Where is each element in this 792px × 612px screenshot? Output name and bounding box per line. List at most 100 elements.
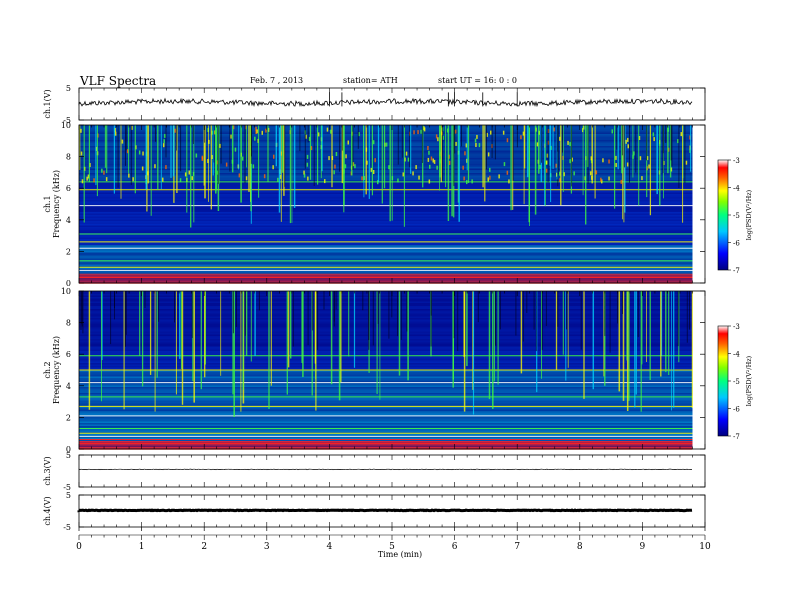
sferic-speckle [308,136,311,141]
sferic-speckle [627,144,629,149]
spectral-band [79,420,693,422]
spectral-band [79,337,693,339]
sferic-speckle [571,157,573,162]
spectral-band [79,388,693,390]
spectral-band [79,255,693,257]
spectral-band [79,206,693,208]
sferic-speckle [138,150,141,155]
spectral-band [79,309,693,311]
sferic-speckle [361,176,363,181]
colorbar-tick-label: -3 [733,323,740,331]
spectral-band [79,227,693,229]
spectral-band [79,417,693,419]
sferic-speckle [567,140,569,145]
sferic-speckle [254,136,256,141]
sferic-speckle [436,165,438,170]
sferic-speckle [413,130,415,135]
date-label: Feb. 7 , 2013 [250,76,303,85]
colorbar-tick-label: -5 [733,378,740,386]
sferic-speckle [103,170,105,175]
spectral-band [79,195,693,197]
sferic-speckle [219,143,221,148]
spectral-band [79,316,693,318]
sferic-speckle [498,174,500,179]
spectral-band [79,297,693,299]
spectral-band [79,165,693,167]
sferic-speckle [463,176,465,181]
sferic-speckle [256,129,258,134]
sferic-speckle [335,152,338,156]
sferic-speckle [573,171,575,176]
spectral-band [79,294,693,296]
x-tick-label: 8 [577,542,583,552]
sferic-speckle [397,178,399,183]
spectral-band [79,319,693,321]
spectral-band [79,307,693,309]
colorbar-gradient [717,159,729,271]
sferic-speckle [81,179,84,184]
sferic-speckle [201,155,204,160]
sferic-speckle [105,177,108,182]
colorbar-tick-label: -5 [733,212,740,220]
sferic-speckle [608,176,610,181]
channel-label: ch.1 [43,195,52,212]
waveform-panel-1: ch.1(V) 5 -5 [43,84,706,125]
spectral-band [79,313,693,315]
sferic-speckle [418,175,420,180]
sferic-speckle [388,165,390,170]
spectral-band [79,183,693,185]
spectral-band [79,240,693,242]
sferic-speckle [569,159,571,164]
spectral-band [79,131,693,133]
sferic-speckle [272,165,274,170]
colorbar-tick-label: -4 [733,351,740,359]
sferic-speckle [486,132,488,137]
spectral-band [79,330,693,332]
sferic-speckle [305,134,307,139]
sferic-speckle [95,146,98,151]
spectral-band [79,251,693,253]
spectral-band [79,429,693,431]
spectral-band [79,228,693,230]
spectral-band [79,248,693,250]
spectral-band [79,411,693,413]
sferic-speckle [489,167,491,172]
waveform-axis-label: ch.3(V) [43,456,52,485]
spectral-band [79,201,693,203]
sferic-speckle [303,173,306,178]
spectral-band [79,147,693,149]
sferic-speckle [141,166,144,171]
station-label: station= ATH [343,76,398,85]
sferic-speckle [211,130,213,135]
spectral-band [79,315,693,317]
sferic-speckle [423,127,426,132]
sferic-speckle [546,153,549,158]
spectral-band [79,363,693,365]
waveform-axis-label: ch.4(V) [43,496,52,525]
spectral-band [79,397,693,399]
sferic-speckle [255,130,257,134]
spectral-band [79,161,693,163]
sferic-speckle [430,156,433,161]
x-tick-label: 7 [514,542,520,552]
sferic-speckle [86,176,88,181]
sferic-speckle [601,179,603,184]
spectral-band [79,352,693,354]
y-tick-label: 5 [66,491,71,500]
spectral-band [79,426,693,428]
spectral-band [79,231,693,233]
colorbar-label: log(PSD(V²/Hz) [745,189,753,240]
sferic-speckle [536,142,539,147]
sferic-speckle [462,165,464,170]
x-tick-label: 9 [640,542,646,552]
sferic-speckle [595,170,598,175]
spectral-band [79,269,693,271]
sferic-speckle [428,179,431,184]
spectrogram-panel-2: ch.2 Frequency (kHz) 10 8 6 4 2 0 -3 -4 -5 -6 -7 log(… [43,287,753,454]
spectral-band [79,378,693,380]
y-tick-label: 2 [66,247,71,256]
y-tick-label: -5 [63,523,71,532]
spectral-band [79,254,693,256]
spectral-band [79,171,693,173]
sferic-speckle [689,135,691,140]
